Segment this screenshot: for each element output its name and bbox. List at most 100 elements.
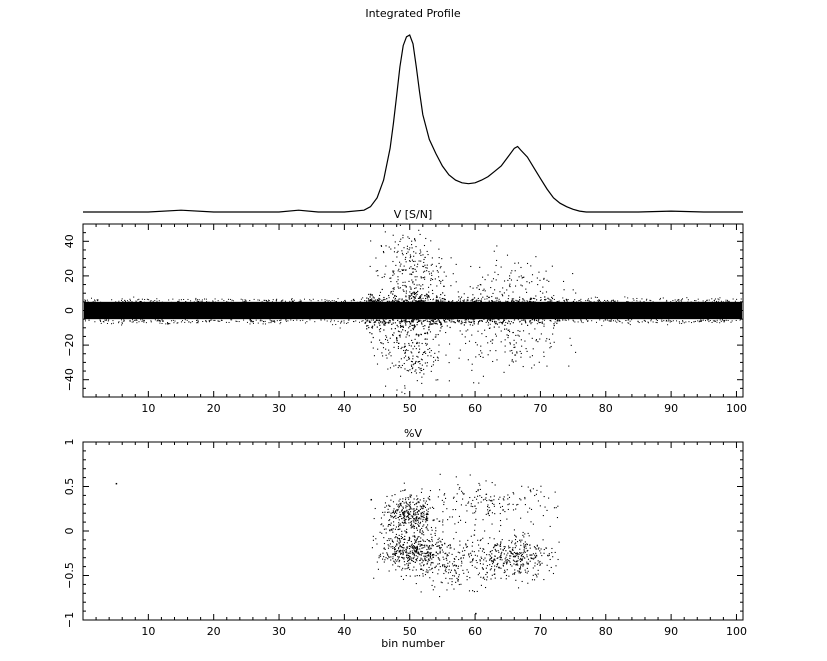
v-point xyxy=(427,309,429,311)
v-point xyxy=(678,301,680,303)
pv-point xyxy=(519,559,521,561)
v-point xyxy=(678,321,680,323)
v-point xyxy=(167,322,169,324)
v-point xyxy=(572,301,574,303)
v-point xyxy=(419,296,421,298)
v-point xyxy=(394,327,396,330)
v-point xyxy=(578,300,580,302)
v-point xyxy=(431,263,433,265)
v-point xyxy=(495,317,497,319)
pv-point xyxy=(534,556,536,558)
v-point xyxy=(412,324,414,327)
pv-point xyxy=(413,547,416,549)
pv-point xyxy=(524,533,526,535)
v-point xyxy=(525,348,527,350)
pv-point xyxy=(397,509,399,511)
pv-point xyxy=(415,503,417,505)
pv-point xyxy=(501,539,503,541)
v-point xyxy=(552,310,555,312)
v-point xyxy=(389,367,392,369)
v-point xyxy=(566,299,568,301)
pv-point xyxy=(490,560,492,562)
pv-point xyxy=(499,506,502,508)
v-point xyxy=(509,331,511,333)
v-point xyxy=(412,367,414,369)
v-point xyxy=(501,307,503,309)
v-point xyxy=(491,342,493,344)
v-point xyxy=(266,301,268,303)
v-point xyxy=(243,319,245,321)
v-point xyxy=(505,314,507,316)
v-point xyxy=(736,298,738,300)
pv-point xyxy=(448,565,450,567)
v-point xyxy=(549,311,551,314)
pv-point xyxy=(392,553,394,555)
v-point xyxy=(560,316,562,318)
pv-point xyxy=(425,500,427,502)
v-point xyxy=(250,319,252,321)
pv-point xyxy=(397,565,399,567)
pv-point xyxy=(499,556,501,558)
v-point xyxy=(402,310,405,312)
pv-point xyxy=(429,541,431,543)
v-point xyxy=(597,300,599,302)
v-point xyxy=(496,317,499,319)
v-point xyxy=(550,346,552,348)
v-point xyxy=(537,310,539,313)
v-points xyxy=(84,224,742,397)
v-point xyxy=(374,299,377,301)
v-point xyxy=(409,369,411,371)
v-point xyxy=(403,265,405,267)
pv-point xyxy=(424,574,427,576)
pv-point xyxy=(400,490,402,492)
v-point xyxy=(471,299,473,301)
pv-point xyxy=(502,549,504,551)
v-point xyxy=(418,351,420,353)
v-point xyxy=(568,319,570,321)
pv-point xyxy=(409,537,411,539)
v-point xyxy=(504,324,506,326)
v-point xyxy=(369,314,371,317)
v-point xyxy=(459,300,461,302)
pv-point xyxy=(397,505,399,507)
pv-point xyxy=(446,546,448,548)
pv-point xyxy=(398,541,400,543)
v-point xyxy=(436,315,438,317)
v-point xyxy=(451,311,454,313)
v-point xyxy=(426,315,429,318)
pv-point xyxy=(401,569,403,571)
pv-point xyxy=(454,570,456,572)
v-point xyxy=(384,312,386,314)
v-point xyxy=(399,365,401,367)
v-point xyxy=(689,301,691,303)
v-point xyxy=(539,338,541,340)
v-point xyxy=(411,279,413,281)
v-point xyxy=(719,322,721,324)
pv-point xyxy=(523,564,525,566)
v-point xyxy=(410,351,412,353)
v-point xyxy=(434,352,436,354)
v-point xyxy=(544,312,547,314)
v-point xyxy=(407,331,409,333)
v-point xyxy=(518,311,520,313)
pv-point xyxy=(457,567,459,569)
pv-point xyxy=(383,548,385,550)
v-point xyxy=(411,315,413,317)
pv-point xyxy=(517,557,519,559)
v-point xyxy=(531,281,533,283)
pv-y-ticks: −1−0.500.51 xyxy=(63,439,743,628)
v-point xyxy=(378,323,380,325)
pv-point xyxy=(425,552,427,554)
pv-point xyxy=(526,567,528,569)
v-point xyxy=(209,321,211,323)
v-point xyxy=(173,322,175,324)
v-point xyxy=(459,349,461,351)
v-point xyxy=(637,320,639,322)
pv-point xyxy=(484,498,486,500)
v-point xyxy=(366,320,368,322)
v-point xyxy=(425,352,427,354)
pv-point xyxy=(521,564,523,566)
pv-point xyxy=(392,510,394,512)
v-point xyxy=(392,234,394,236)
pv-point xyxy=(536,545,538,547)
